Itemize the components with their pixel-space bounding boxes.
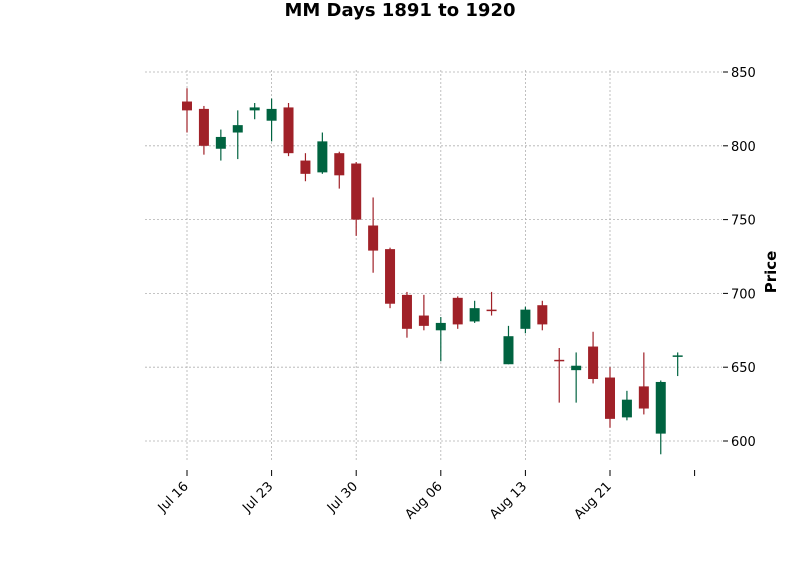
x-tick-label: Jul 16 — [155, 479, 192, 516]
y-tick-label: 650 — [731, 361, 756, 376]
candle-body — [452, 297, 463, 325]
candle — [300, 153, 311, 182]
candle — [418, 294, 429, 331]
candle-body — [638, 386, 649, 409]
candle — [638, 352, 649, 415]
candle-body — [317, 141, 328, 173]
candle — [334, 151, 345, 189]
candle — [672, 352, 683, 377]
candle-body — [605, 377, 615, 419]
x-tick-label: Aug 13 — [487, 479, 530, 522]
candle — [588, 331, 599, 384]
candle-body — [469, 308, 480, 322]
y-tick-label: 700 — [731, 287, 756, 302]
candle — [554, 348, 565, 403]
candle-layer — [182, 88, 683, 455]
candle-body — [554, 359, 565, 362]
candle — [520, 306, 531, 334]
candle — [621, 390, 632, 421]
grid-layer — [145, 70, 722, 460]
candle — [232, 110, 243, 160]
x-tick-label: Jul 30 — [324, 479, 361, 516]
x-tick-label: Jul 23 — [239, 479, 276, 516]
candle — [385, 247, 396, 309]
candle — [368, 197, 379, 273]
candle-body — [571, 365, 582, 371]
candle-body — [655, 381, 666, 434]
candle-body — [283, 107, 294, 154]
candle-body — [435, 322, 446, 331]
candle — [401, 291, 412, 338]
candle — [317, 132, 328, 174]
candle — [215, 129, 226, 161]
candle — [503, 325, 514, 365]
candle — [435, 317, 446, 362]
candle-body — [351, 163, 362, 220]
y-axis-label: Price — [762, 251, 780, 294]
candle-body — [537, 305, 548, 325]
candle-body — [368, 225, 379, 251]
candle-body — [520, 309, 531, 329]
candle-body — [300, 160, 311, 174]
candle — [571, 352, 582, 403]
chart-title: MM Days 1891 to 1920 — [284, 0, 516, 21]
y-tick-label: 750 — [731, 214, 756, 229]
candle-body — [672, 355, 683, 357]
candle-body — [215, 136, 226, 149]
candle — [351, 162, 362, 236]
candle-body — [486, 309, 497, 312]
candle-body — [385, 249, 396, 304]
candle — [537, 300, 548, 331]
candle — [198, 105, 209, 155]
candle — [655, 380, 666, 455]
candle-body — [334, 153, 345, 176]
candle-body — [198, 108, 209, 146]
candle-body — [249, 107, 260, 111]
axis-layer: 600 650 700 750 800 850 Jul 16 Jul 23 Jul 30 Aug … — [155, 66, 756, 522]
candle-body — [232, 125, 243, 133]
candle-body — [182, 101, 192, 111]
candle-body — [588, 346, 599, 380]
candle — [486, 291, 497, 316]
candle-body — [401, 294, 412, 329]
candle — [182, 88, 192, 133]
candle-body — [266, 108, 277, 121]
y-tick-label: 850 — [731, 66, 756, 81]
y-tick-label: 600 — [731, 435, 756, 450]
candle — [452, 296, 463, 329]
x-tick-label: Aug 21 — [572, 479, 615, 522]
candle — [283, 102, 294, 157]
x-tick-label: Aug 06 — [402, 479, 445, 522]
candle-body — [621, 399, 632, 418]
candle — [605, 367, 615, 428]
candle — [469, 300, 480, 323]
candle — [249, 102, 260, 120]
candle — [266, 98, 277, 142]
candle-body — [503, 336, 514, 365]
candle-body — [418, 315, 429, 326]
y-tick-label: 800 — [731, 140, 756, 155]
